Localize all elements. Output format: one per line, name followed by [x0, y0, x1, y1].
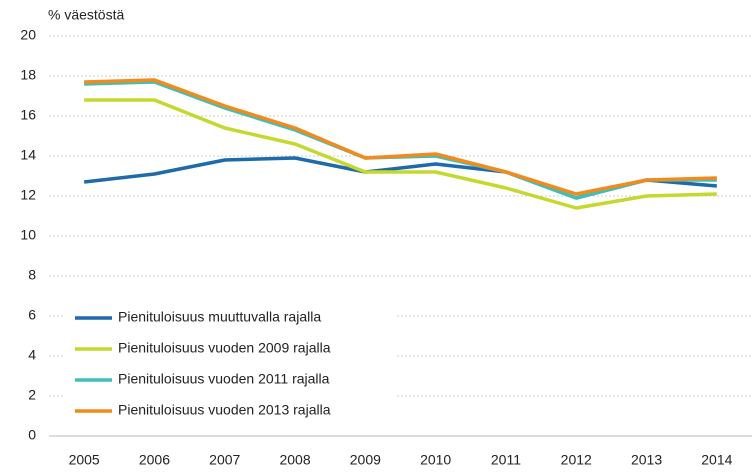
y-axis-label: % väestöstä — [48, 7, 124, 23]
line-series — [84, 98, 717, 210]
legend-box — [65, 301, 395, 429]
legend-label: Pienituloisuus vuoden 2013 rajalla — [118, 402, 331, 418]
x-tick-label: 2014 — [701, 452, 732, 468]
x-tick-label: 2010 — [420, 452, 451, 468]
y-tick-label: 2 — [28, 387, 36, 403]
x-tick-label: 2005 — [69, 452, 100, 468]
line-series — [84, 80, 717, 200]
y-tick-label: 6 — [28, 307, 36, 323]
x-tick-label: 2013 — [631, 452, 662, 468]
x-tick-label: 2012 — [561, 452, 592, 468]
x-tick-label: 2009 — [350, 452, 381, 468]
x-tick-label: 2006 — [139, 452, 170, 468]
x-tick-label: 2008 — [279, 452, 310, 468]
y-tick-label: 10 — [20, 227, 36, 243]
line-series — [83, 156, 717, 200]
legend-label: Pienituloisuus muuttuvalla rajalla — [118, 309, 321, 325]
y-tick-label: 0 — [28, 427, 36, 443]
y-tick-label: 20 — [20, 27, 36, 43]
y-tick-label: 18 — [20, 67, 36, 83]
y-tick-label: 14 — [20, 147, 36, 163]
line-series — [84, 78, 717, 196]
legend-label: Pienituloisuus vuoden 2011 rajalla — [118, 371, 330, 387]
y-tick-label: 12 — [20, 187, 36, 203]
y-tick-label: 4 — [28, 347, 36, 363]
legend-label: Pienituloisuus vuoden 2009 rajalla — [118, 340, 331, 356]
y-tick-label: 16 — [20, 107, 36, 123]
x-tick-label: 2011 — [491, 452, 521, 468]
y-tick-label: 8 — [28, 267, 36, 283]
x-tick-label: 2007 — [209, 452, 240, 468]
